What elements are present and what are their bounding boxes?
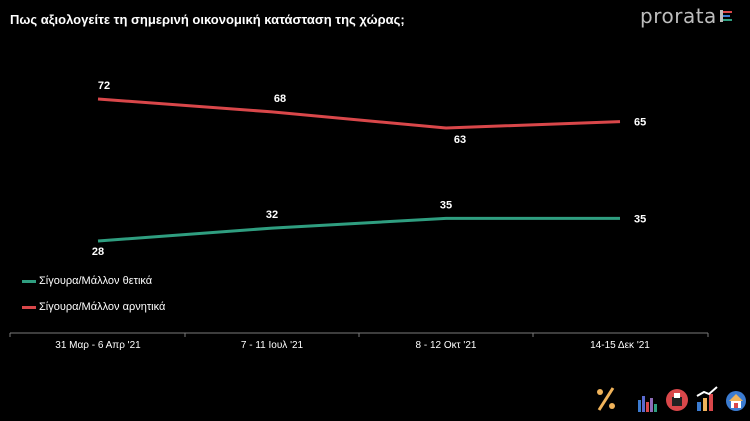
legend-swatch-positive xyxy=(22,279,36,283)
legend-label-positive: Σίγουρα/Μάλλον θετικά xyxy=(39,275,153,287)
x-tick-label: 8 - 12 Οκτ '21 xyxy=(416,340,477,351)
data-label: 63 xyxy=(454,134,466,146)
x-tick-label: 14-15 Δεκ '21 xyxy=(590,340,650,351)
data-label: 68 xyxy=(274,93,286,105)
house-icon xyxy=(726,391,746,411)
legend-label-negative: Σίγουρα/Μάλλον αρνητικά xyxy=(39,301,166,313)
data-label: 65 xyxy=(634,117,646,129)
data-label: 32 xyxy=(266,209,278,221)
bar-chart-icon xyxy=(638,396,657,412)
series-line xyxy=(97,216,620,243)
legend-swatch-negative xyxy=(22,305,36,309)
data-label: 35 xyxy=(634,213,646,225)
x-tick-label: 7 - 11 Ιουλ '21 xyxy=(241,340,304,351)
legend-item-positive: Σίγουρα/Μάλλον θετικά xyxy=(22,275,152,287)
footer-icons xyxy=(595,386,750,412)
data-label: 28 xyxy=(92,246,104,258)
prorata-logo: prorata xyxy=(640,4,732,28)
x-axis xyxy=(9,332,709,337)
growth-chart-icon xyxy=(696,386,718,411)
percent-icon xyxy=(597,387,615,411)
series-layer xyxy=(97,97,621,243)
x-tick-label: 31 Μαρ - 6 Απρ '21 xyxy=(55,340,141,351)
data-label: 72 xyxy=(98,80,110,92)
series-line xyxy=(97,97,621,130)
ballot-box-icon xyxy=(666,389,688,411)
brand-name: prorata xyxy=(640,4,717,28)
data-label: 35 xyxy=(440,199,452,211)
legend-item-negative: Σίγουρα/Μάλλον αρνητικά xyxy=(22,301,165,313)
data-labels: 28 32 35 35 72 68 63 65 xyxy=(92,80,646,258)
x-tick-labels: 31 Μαρ - 6 Απρ '21 7 - 11 Ιουλ '21 8 - 12 … xyxy=(55,340,650,351)
logo-bars-icon xyxy=(719,10,732,22)
chart-title: Πως αξιολογείτε τη σημερινή οικονομική κ… xyxy=(10,12,405,27)
